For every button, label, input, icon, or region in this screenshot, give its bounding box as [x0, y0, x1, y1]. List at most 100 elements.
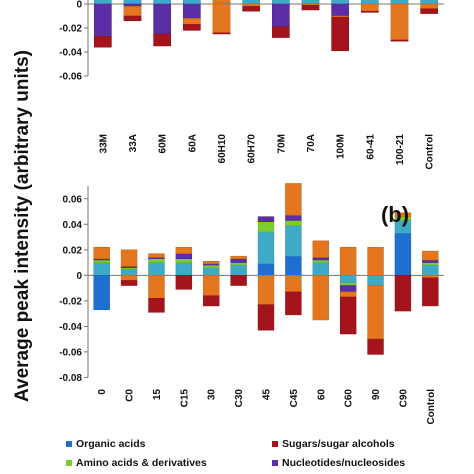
x-tick-label-a-5: 60H70	[247, 134, 258, 164]
bar-segment-a-5-neg-5	[242, 6, 261, 12]
y-tick-label-b-5: 0.02	[63, 245, 83, 256]
bar-segment-b-11-pos-4	[394, 212, 412, 217]
bar-segment-a-11-neg-4	[420, 3, 439, 10]
bar-segment-b-0-pos-2	[93, 259, 110, 263]
legend-item-amino-acids: Amino acids & derivatives	[66, 457, 207, 469]
legend-swatch-amino-acids	[66, 460, 72, 466]
bar-segment-b-12-pos-1	[422, 264, 439, 276]
bar-segment-a-2-neg-3	[153, 3, 172, 35]
x-tick-label-a-9: 60-41	[365, 134, 376, 160]
bar-segment-b-1-pos-1	[120, 268, 138, 276]
y-tick-label-a-2: -0.02	[59, 24, 82, 35]
bar-segment-b-6-pos-2	[257, 221, 275, 233]
bar-segment-a-1-pos-1	[123, 0, 142, 5]
bar-segment-a-0-neg-5	[93, 36, 112, 48]
bar-segment-a-2-pos-1	[153, 0, 172, 5]
bar-segment-b-5-neg-5	[230, 275, 247, 286]
bar-segment-b-4-pos-2	[203, 264, 220, 268]
bar-segment-b-6-pos-1	[257, 231, 275, 265]
bar-segment-a-4-pos-4	[212, 0, 231, 4]
bar-segment-b-5-pos-3	[230, 258, 247, 263]
bar-segment-a-11-pos-1	[420, 0, 439, 5]
bar-segment-b-10-neg-4	[367, 285, 384, 340]
legend-label-sugars: Sugars/sugar alcohols	[282, 438, 395, 450]
x-tick-label-b-8: 60	[316, 389, 327, 401]
y-tick-label-b-1: -0.06	[59, 347, 82, 358]
y-tick-label-a-0: -0.06	[59, 72, 82, 83]
bar-segment-a-10-pos-1	[390, 0, 409, 5]
bar-segment-b-12-pos-4	[422, 250, 439, 261]
bar-segment-a-1-neg-5	[123, 15, 142, 22]
bar-segment-b-9-neg-3	[339, 285, 357, 293]
bar-segment-b-11-neg-5	[394, 275, 412, 312]
bar-segment-b-5-pos-2	[230, 262, 247, 266]
bar-segment-b-6-neg-5	[257, 304, 275, 331]
bar-segment-a-3-neg-5	[182, 24, 201, 31]
x-tick-label-a-6: 70M	[276, 134, 287, 153]
legend-swatch-nucleotides	[272, 460, 278, 466]
bar-segment-a-9-neg-4	[360, 3, 379, 12]
bar-segment-a-8-neg-5	[331, 16, 350, 52]
y-tick-label-a-3: 0	[76, 0, 82, 11]
panel-label-b: (b)	[381, 202, 409, 227]
bar-segment-b-4-neg-4	[203, 275, 220, 296]
bar-segment-b-3-pos-2	[175, 258, 193, 263]
bar-segment-b-8-pos-4	[312, 240, 329, 258]
bar-segment-b-2-pos-1	[148, 262, 165, 276]
bar-segment-b-8-pos-3	[312, 257, 329, 261]
y-tick-label-b-2: -0.04	[59, 322, 82, 333]
legend-item-sugars: Sugars/sugar alcohols	[272, 438, 395, 450]
bar-segment-b-11-pos-0	[394, 232, 412, 276]
bar-segment-a-7-pos-1	[301, 0, 320, 5]
bar-segment-b-7-pos-3	[285, 215, 302, 221]
x-tick-label-b-1: C0	[125, 389, 136, 402]
x-tick-label-a-1: 33A	[128, 134, 139, 152]
bar-segment-a-6-neg-3	[271, 3, 290, 28]
bar-segment-a-5-neg-4	[242, 3, 261, 7]
bar-segment-b-5-pos-1	[230, 264, 247, 276]
bar-segment-b-9-neg-2	[339, 282, 357, 286]
bar-segment-a-0-neg-3	[93, 3, 112, 37]
legend-item-organic-acids: Organic acids	[66, 438, 145, 450]
x-tick-label-a-4: 60H10	[217, 134, 228, 164]
x-tick-label-b-3: C15	[179, 389, 190, 408]
bar-segment-a-6-pos-1	[271, 0, 290, 5]
bar-segment-a-1-neg-3	[123, 3, 142, 7]
legend-label-amino-acids: Amino acids & derivatives	[76, 457, 207, 469]
bar-segment-a-8-neg-3	[331, 3, 350, 17]
bar-segment-a-10-neg-5	[390, 39, 409, 42]
bar-segment-b-8-pos-2	[312, 259, 329, 263]
bar-segment-a-3-neg-3	[182, 3, 201, 19]
y-tick-label-a-1: -0.04	[59, 48, 82, 59]
bar-segment-b-9-neg-5	[339, 296, 357, 335]
x-tick-label-a-3: 60A	[187, 134, 198, 152]
x-tick-label-b-5: C30	[234, 389, 245, 408]
bar-segment-b-1-neg-5	[120, 280, 138, 286]
bar-segment-a-7-neg-5	[301, 4, 320, 11]
bar-segment-b-3-pos-4	[175, 246, 193, 254]
bar-segment-b-3-pos-3	[175, 253, 193, 259]
chart-panel-b: -0.08 -0.06 -0.04 -0.02 0 0.02 0.04 0.06 0 C0 15 C1…	[59, 183, 444, 425]
y-axis-label: Average peak intensity (arbitrary units)	[12, 50, 33, 402]
bar-segment-a-9-pos-1	[360, 0, 379, 5]
bar-segment-b-6-pos-3	[257, 216, 275, 222]
legend-label-nucleotides: Nucleotides/nucleosides	[282, 457, 406, 469]
bar-segment-b-12-neg-4	[422, 275, 439, 279]
bar-segment-a-6-neg-5	[271, 26, 290, 38]
x-tick-label-a-11: Control	[425, 134, 436, 170]
x-tick-label-b-4: 30	[207, 389, 218, 401]
bar-segment-b-6-pos-0	[257, 263, 275, 276]
bar-segment-a-3-neg-4	[182, 18, 201, 25]
bar-segment-b-10-pos-4	[367, 246, 384, 276]
bar-segment-b-3-neg-5	[175, 275, 193, 290]
bar-segment-b-12-pos-3	[422, 259, 439, 263]
x-tick-label-a-7: 70A	[306, 134, 317, 152]
bar-segment-b-1-neg-4	[120, 275, 138, 281]
bar-segment-b-3-pos-1	[175, 262, 193, 276]
bar-segment-b-4-neg-5	[203, 295, 220, 307]
bar-segment-a-4-neg-4	[212, 3, 231, 34]
bar-segment-a-1-neg-4	[123, 6, 142, 17]
x-tick-label-a-2: 60M	[158, 134, 169, 153]
bar-segment-a-11-neg-5	[420, 8, 439, 14]
